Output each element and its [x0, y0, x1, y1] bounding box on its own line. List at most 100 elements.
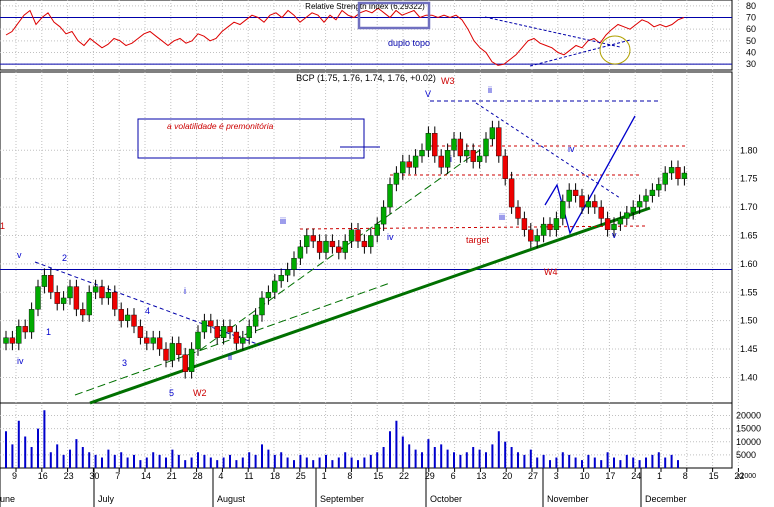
candle-body — [163, 348, 169, 361]
x-tick-label: 7 — [115, 471, 120, 481]
volume-bar — [613, 457, 615, 468]
candle-body — [380, 206, 387, 225]
x-tick-label: 28 — [193, 471, 203, 481]
price-y-tick: 1.50 — [740, 316, 758, 326]
volume-bar — [30, 447, 33, 468]
volume-bar — [491, 444, 494, 468]
candle-body — [630, 206, 636, 213]
dashed-trendline-1 — [74, 282, 391, 396]
volume-bar — [222, 457, 225, 468]
volume-bar — [56, 444, 59, 468]
candle-body — [451, 138, 457, 151]
rsi-y-tick: 60 — [746, 24, 756, 34]
volume-bar — [273, 454, 276, 468]
candle-body — [419, 150, 425, 157]
volume-bar — [478, 449, 481, 468]
candle-body — [246, 326, 252, 338]
candle-body — [393, 172, 400, 185]
candle-body — [681, 172, 688, 179]
candle-body — [233, 331, 240, 344]
candle-body — [496, 127, 502, 157]
candle-body — [553, 218, 560, 231]
candle-body — [80, 309, 86, 316]
candle-body — [348, 229, 355, 242]
candle-body — [272, 280, 278, 293]
rsi-divergence-line — [484, 16, 621, 48]
volume-bar — [49, 452, 52, 468]
volume-bar — [120, 452, 123, 468]
volume-bar — [523, 454, 526, 468]
candle-body — [547, 223, 553, 231]
volume-bar — [459, 454, 462, 468]
volume-panel — [0, 402, 733, 469]
candle-body — [438, 155, 444, 168]
month-label: October — [430, 494, 462, 504]
candle-body — [534, 235, 540, 242]
price-y-tick: 1.40 — [740, 372, 758, 382]
volume-bar — [293, 460, 295, 468]
x-tick-label: 15 — [373, 471, 383, 481]
volume-bar — [632, 457, 635, 468]
volume-bar — [395, 420, 398, 468]
candle-body — [604, 218, 611, 231]
volume-bar — [165, 457, 167, 468]
wave-label-W2: W2 — [193, 388, 207, 398]
volume-bar — [286, 457, 289, 468]
x-tick-label: 22 — [399, 471, 409, 481]
candle-body — [374, 223, 380, 236]
candle-body — [112, 292, 118, 310]
candle-body — [60, 297, 67, 304]
volume-bar — [427, 439, 430, 468]
candle-body — [265, 292, 272, 299]
candle-body — [515, 206, 521, 219]
x-tick-label: 22 — [734, 471, 744, 481]
candle-body — [67, 286, 73, 299]
candle-body — [668, 167, 675, 174]
volume-bar — [5, 431, 7, 468]
volume-layer — [5, 410, 679, 468]
wave-label-3: 3 — [122, 358, 127, 368]
volume-bar — [254, 454, 257, 468]
wave-label-W3: W3 — [441, 76, 455, 86]
volume-bar — [37, 428, 39, 468]
candle-body — [105, 292, 112, 299]
x-tick-label: 3 — [554, 471, 559, 481]
rsi-title: Relative Strength Index (6,29322) — [305, 2, 425, 11]
wave-label-V: V — [425, 89, 431, 99]
x-tick-label: 11 — [244, 471, 253, 481]
wave-label-4: 4 — [145, 306, 150, 316]
volume-bar — [638, 460, 641, 468]
candle-body — [361, 240, 368, 248]
volume-bar — [401, 436, 404, 468]
candle-body — [156, 337, 163, 350]
candle-body — [195, 331, 201, 350]
wave-labels: V ii W3 i iv iii iii iv target W4 v 1 2 … — [0, 76, 617, 398]
price-y-tick: 1.45 — [740, 344, 758, 354]
volume-bar — [184, 460, 187, 468]
candle-body — [355, 229, 361, 242]
volume-bar — [485, 452, 487, 468]
volume-bar — [350, 457, 353, 468]
volume-bar — [677, 460, 679, 468]
candle-body — [387, 184, 393, 208]
rsi-y-tick: 70 — [746, 13, 756, 23]
candle-body — [406, 161, 412, 168]
price-y-tick: 1.60 — [740, 259, 758, 269]
month-label: une — [0, 494, 15, 504]
candle-body — [624, 212, 630, 219]
candle-body — [310, 235, 316, 242]
volume-bar — [331, 460, 334, 468]
candle-body — [432, 133, 438, 157]
rsi-y-tick: 40 — [746, 48, 756, 58]
volume-bar — [171, 449, 174, 468]
volume-bar — [625, 454, 628, 468]
x-tick-label: 6 — [451, 471, 456, 481]
volume-bar — [107, 449, 110, 468]
volume-bar — [280, 452, 283, 468]
month-label: September — [320, 494, 364, 504]
wave-label-iii-left: iii — [280, 216, 286, 226]
candle-body — [22, 326, 28, 333]
candle-body — [662, 172, 668, 185]
candle-body — [489, 127, 496, 140]
